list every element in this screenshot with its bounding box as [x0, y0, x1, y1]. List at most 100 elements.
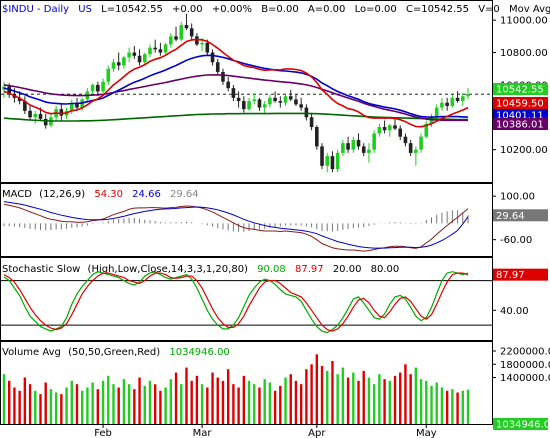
price-candle	[398, 125, 403, 140]
stochastic-y-tick-label: 40.00	[500, 306, 529, 317]
candle-body	[325, 156, 330, 166]
stochastic-plot	[1, 271, 492, 334]
candle-body	[382, 126, 387, 131]
price-candle	[393, 118, 397, 131]
volume-params: (50,50,Green,Red)	[68, 347, 160, 358]
volume-bar	[430, 385, 433, 424]
value-tag-box	[493, 118, 548, 130]
volume-bar	[445, 390, 449, 424]
candle-body	[262, 104, 267, 108]
candle-body	[236, 97, 241, 102]
price-candle	[288, 89, 293, 102]
candle-body	[179, 25, 184, 40]
candle-body	[205, 42, 210, 53]
header-low: Lo=0.00	[355, 4, 397, 15]
volume-bar	[326, 370, 329, 424]
price-candle	[445, 97, 449, 111]
macd-signal-line	[3, 201, 469, 249]
volume-bar	[336, 374, 339, 424]
volume-bar	[206, 387, 209, 424]
volume-y-tick-label: 1400000.00	[500, 373, 550, 384]
price-candle	[346, 136, 350, 153]
volume-bar	[232, 384, 235, 424]
price-candle	[361, 143, 366, 157]
volume-plot	[2, 354, 470, 424]
volume-value: 1034946.00	[169, 347, 229, 358]
volume-bar	[221, 380, 225, 424]
price-candle	[2, 81, 6, 98]
volume-bar	[101, 380, 105, 424]
candle-body	[59, 109, 64, 116]
price-candle	[450, 94, 455, 108]
volume-title: Volume Avg (50,50,Green,Red) 1034946.00	[2, 347, 230, 358]
candle-body	[299, 104, 303, 108]
volume-bar	[258, 387, 261, 424]
stochastic-level-high: 80.00	[371, 264, 400, 275]
x-month-label: Apr	[308, 428, 326, 438]
volume-bar	[352, 372, 355, 424]
value-tag-text: 87.97	[496, 270, 525, 281]
volume-bar	[242, 375, 246, 424]
price-candle	[23, 96, 27, 115]
volume-bar	[117, 387, 120, 424]
price-candle	[242, 96, 246, 113]
price-candle	[142, 52, 147, 66]
volume-bar	[425, 380, 428, 424]
stochastic-title: Stochastic Slow (High,Low,Close,14,3,3,1…	[2, 264, 399, 275]
candle-body	[341, 143, 345, 153]
macd-params: (12,26,9)	[39, 189, 85, 200]
candle-body	[419, 136, 423, 150]
header-exchange: US	[78, 4, 92, 15]
volume-bar	[451, 389, 454, 424]
volume-bar	[18, 390, 21, 424]
volume-bar	[435, 382, 438, 424]
price-candle	[210, 49, 215, 66]
price-candle	[247, 97, 251, 111]
ma-blue-line	[3, 54, 469, 118]
candle-body	[127, 52, 131, 58]
volume-bar	[143, 385, 146, 424]
macd-y-tick-label: 100.00	[500, 192, 535, 203]
volume-bar	[263, 379, 266, 424]
volume-bar	[200, 384, 204, 424]
volume-bar	[299, 384, 303, 424]
price-plot	[1, 13, 492, 173]
price-candle	[414, 146, 418, 166]
value-tag-box	[493, 268, 548, 281]
candle-body	[440, 102, 444, 108]
candle-body	[278, 101, 283, 103]
price-candle	[75, 97, 79, 111]
candle-body	[424, 123, 429, 137]
price-candle	[268, 94, 272, 108]
volume-bar	[122, 379, 126, 424]
volume-panel-frame	[0, 341, 493, 425]
candle-body	[189, 28, 194, 37]
volume-bar	[399, 372, 402, 424]
volume-bar	[148, 380, 152, 424]
candle-body	[466, 94, 470, 97]
volume-bar	[315, 354, 319, 424]
stochastic-d-value: 87.97	[295, 264, 324, 275]
volume-bar	[8, 380, 11, 424]
candle-body	[372, 133, 376, 150]
candle-body	[96, 84, 100, 92]
price-candle	[163, 42, 168, 55]
candle-body	[445, 102, 449, 106]
volume-bar	[216, 377, 219, 424]
volume-bar	[138, 377, 141, 424]
price-candle	[434, 104, 439, 121]
candle-body	[252, 99, 257, 102]
price-candle	[221, 68, 225, 85]
candle-body	[111, 62, 116, 69]
candle-body	[356, 139, 361, 147]
macd-line	[3, 203, 469, 252]
candle-body	[288, 96, 293, 100]
volume-bar	[195, 375, 199, 424]
candle-body	[38, 114, 43, 119]
candle-body	[455, 97, 460, 102]
price-candle	[59, 104, 64, 121]
volume-bar	[49, 389, 53, 424]
volume-bar	[414, 367, 418, 424]
price-candle	[184, 13, 189, 30]
price-y-tick-label: 10200.00	[500, 145, 548, 156]
